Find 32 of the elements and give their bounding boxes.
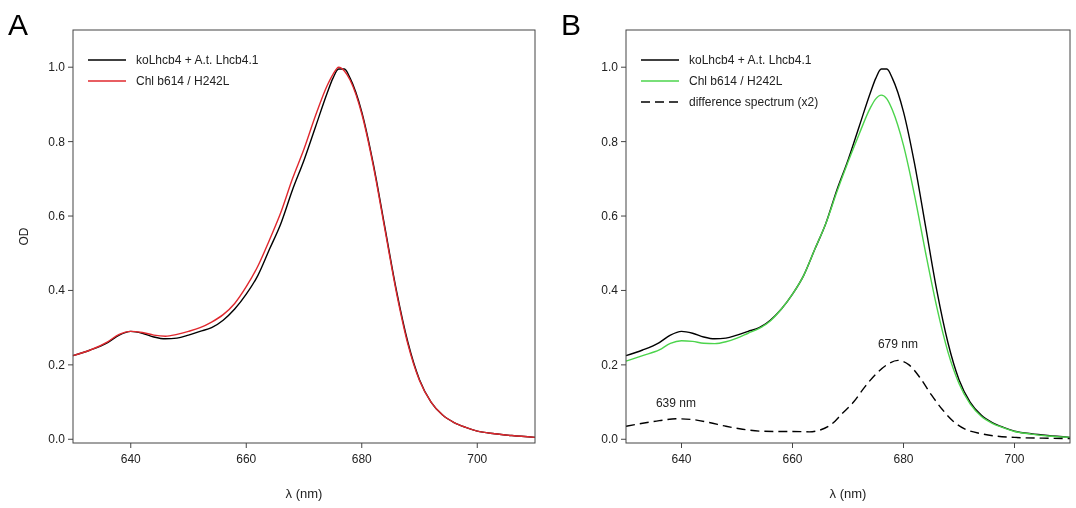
y-axis-title: OD (17, 227, 31, 246)
y-tick-label: 0.0 (48, 432, 66, 447)
x-tick-label: 660 (236, 452, 257, 466)
annotation: 639 nm (655, 395, 696, 410)
legend-label: difference spectrum (x2) (689, 95, 819, 109)
y-tick-label: 0.6 (601, 209, 619, 224)
legend-label: Chl b614 / H242L (136, 74, 230, 88)
y-tick-label: 0.8 (48, 134, 66, 149)
y-tick-label: 0.6 (48, 209, 66, 224)
x-tick-label: 680 (351, 452, 373, 466)
y-tick-label: 1.0 (48, 60, 66, 75)
chart-title: A (8, 8, 29, 41)
y-tick-label: 0.4 (48, 283, 66, 298)
x-tick-label: 640 (671, 452, 692, 466)
legend-label: Chl b614 / H242L (689, 74, 783, 88)
x-tick-label: 640 (120, 452, 142, 466)
annotation: 679 nm (877, 337, 918, 352)
x-tick-label: 680 (893, 452, 914, 466)
y-tick-label: 0.0 (601, 432, 619, 447)
y-tick-label: 0.4 (601, 283, 619, 298)
x-tick-label: 660 (782, 452, 803, 466)
x-tick-label: 700 (1004, 452, 1025, 466)
y-tick-label: 0.2 (601, 357, 619, 372)
legend-label: koLhcb4 + A.t. Lhcb4.1 (136, 53, 259, 67)
x-tick-label: 700 (467, 452, 488, 466)
x-axis-title: λ (nm) (285, 486, 323, 501)
y-tick-label: 1.0 (601, 60, 619, 75)
legend-label: koLhcb4 + A.t. Lhcb4.1 (689, 53, 812, 67)
x-axis-title: λ (nm) (829, 486, 867, 501)
y-tick-label: 0.8 (601, 134, 619, 149)
chart-title: B (561, 8, 582, 41)
y-tick-label: 0.2 (48, 357, 66, 372)
